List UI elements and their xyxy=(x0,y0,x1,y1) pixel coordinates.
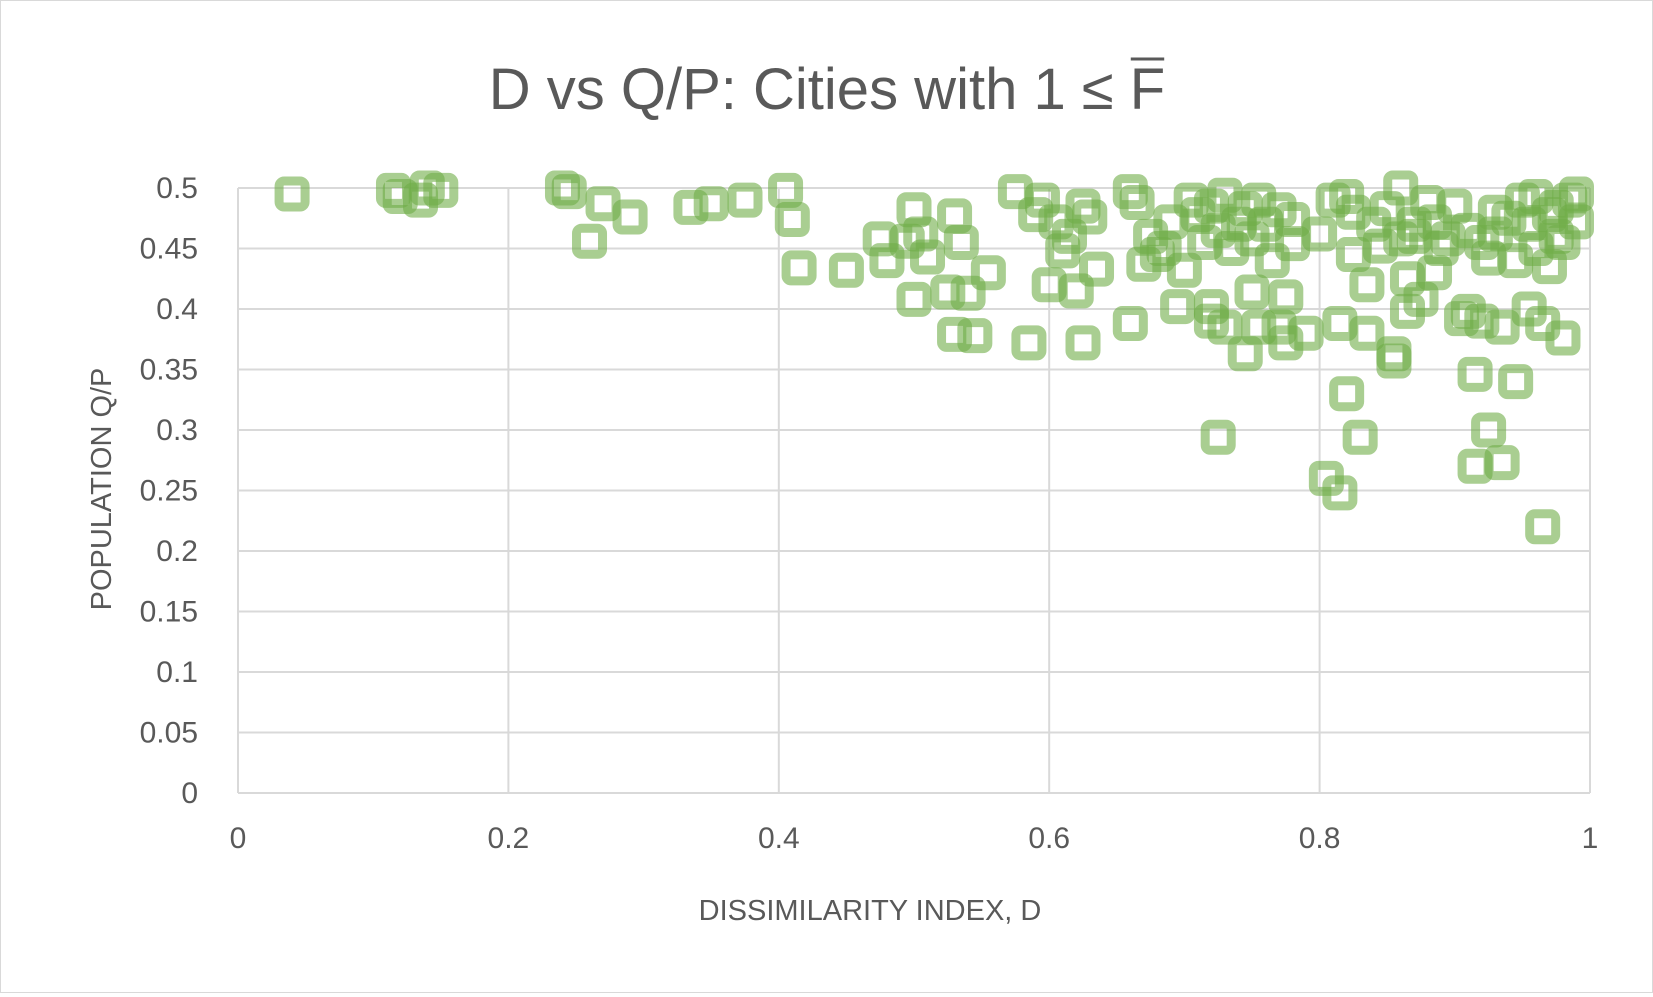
y-tick-label: 0.25 xyxy=(140,475,198,508)
data-point xyxy=(1288,315,1324,351)
f-bar-symbol: F xyxy=(1130,57,1165,122)
data-point xyxy=(930,274,966,310)
y-tick-label: 0.05 xyxy=(140,717,198,750)
y-tick-label: 0.3 xyxy=(156,414,198,447)
data-point xyxy=(1079,251,1115,287)
data-point xyxy=(693,186,729,222)
data-point xyxy=(943,224,979,260)
data-point xyxy=(1112,306,1148,342)
data-point xyxy=(1349,267,1385,303)
data-point xyxy=(896,281,932,317)
data-point xyxy=(1545,320,1581,356)
data-point xyxy=(1322,475,1358,511)
data-point xyxy=(1457,356,1493,392)
data-point xyxy=(1335,237,1371,273)
data-point xyxy=(1275,226,1311,262)
y-tick-label: 0.2 xyxy=(156,535,198,568)
gridlines xyxy=(238,187,1591,793)
data-point xyxy=(727,182,763,218)
data-point xyxy=(1525,509,1561,545)
data-point xyxy=(1464,303,1500,339)
data-point xyxy=(1484,445,1520,481)
data-point xyxy=(1471,412,1507,448)
data-point xyxy=(1227,336,1263,372)
data-point xyxy=(1207,309,1243,345)
data-point xyxy=(551,174,587,210)
data-point xyxy=(1376,336,1412,372)
data-point xyxy=(1329,376,1365,412)
x-tick-label: 0.4 xyxy=(758,822,800,855)
tick-labels: 0 0.05 0.1 0.15 0.2 0.25 0.3 0.35 0.4 0.45 0.5 0 0.2… xyxy=(140,172,1599,855)
x-tick-label: 0 xyxy=(230,822,247,855)
data-point xyxy=(1051,218,1087,254)
y-tick-label: 0.35 xyxy=(140,354,198,387)
chart-title-text: D vs Q/P: Cities with 1 ≤ xyxy=(489,57,1130,122)
data-point xyxy=(1268,279,1304,315)
data-point xyxy=(1362,228,1398,264)
data-point xyxy=(937,316,973,352)
data-point xyxy=(1457,448,1493,484)
data-point xyxy=(1302,216,1338,252)
data-point xyxy=(1072,199,1108,235)
data-point xyxy=(1484,309,1520,345)
data-point xyxy=(1065,325,1101,361)
x-tick-label: 0.6 xyxy=(1028,822,1070,855)
axes xyxy=(237,188,1590,794)
y-tick-label: 0 xyxy=(181,777,198,810)
data-point xyxy=(1558,204,1594,240)
x-tick-label: 0.2 xyxy=(488,822,530,855)
data-point xyxy=(612,199,648,235)
data-point xyxy=(1166,252,1202,288)
data-point xyxy=(970,255,1006,291)
data-point xyxy=(1342,419,1378,455)
data-point xyxy=(869,243,905,279)
data-point xyxy=(957,318,993,354)
data-point xyxy=(673,189,709,225)
data-point xyxy=(1011,325,1047,361)
data-point xyxy=(1241,309,1277,345)
y-axis-title: POPULATION Q/P xyxy=(86,368,118,611)
data-point xyxy=(910,239,946,275)
chart-title: D vs Q/P: Cities with 1 ≤ F xyxy=(489,57,1165,122)
data-point xyxy=(585,186,621,222)
x-tick-label: 1 xyxy=(1582,822,1599,855)
data-point xyxy=(781,250,817,286)
data-point xyxy=(1234,274,1270,310)
data-points xyxy=(274,170,1594,545)
data-point xyxy=(1444,301,1480,337)
data-point xyxy=(1430,221,1466,257)
data-point xyxy=(774,201,810,237)
data-point xyxy=(1160,289,1196,325)
y-tick-label: 0.1 xyxy=(156,656,198,689)
data-point xyxy=(1139,237,1175,273)
y-tick-label: 0.45 xyxy=(140,233,198,266)
data-point xyxy=(1322,306,1358,342)
x-tick-label: 0.8 xyxy=(1299,822,1341,855)
y-tick-label: 0.15 xyxy=(140,596,198,629)
data-point xyxy=(1349,315,1385,351)
data-point xyxy=(937,198,973,234)
data-point xyxy=(274,176,310,212)
data-point xyxy=(1558,176,1594,212)
data-point xyxy=(1200,419,1236,455)
data-point xyxy=(1058,273,1094,309)
data-point xyxy=(828,252,864,288)
data-point xyxy=(1119,185,1155,221)
y-tick-label: 0.5 xyxy=(156,172,198,205)
x-axis-title: DISSIMILARITY INDEX, D xyxy=(699,895,1042,927)
data-point xyxy=(1498,364,1534,400)
data-point xyxy=(950,275,986,311)
data-point xyxy=(423,172,459,208)
data-point xyxy=(572,223,608,259)
data-point xyxy=(768,172,804,208)
y-tick-label: 0.4 xyxy=(156,293,198,326)
